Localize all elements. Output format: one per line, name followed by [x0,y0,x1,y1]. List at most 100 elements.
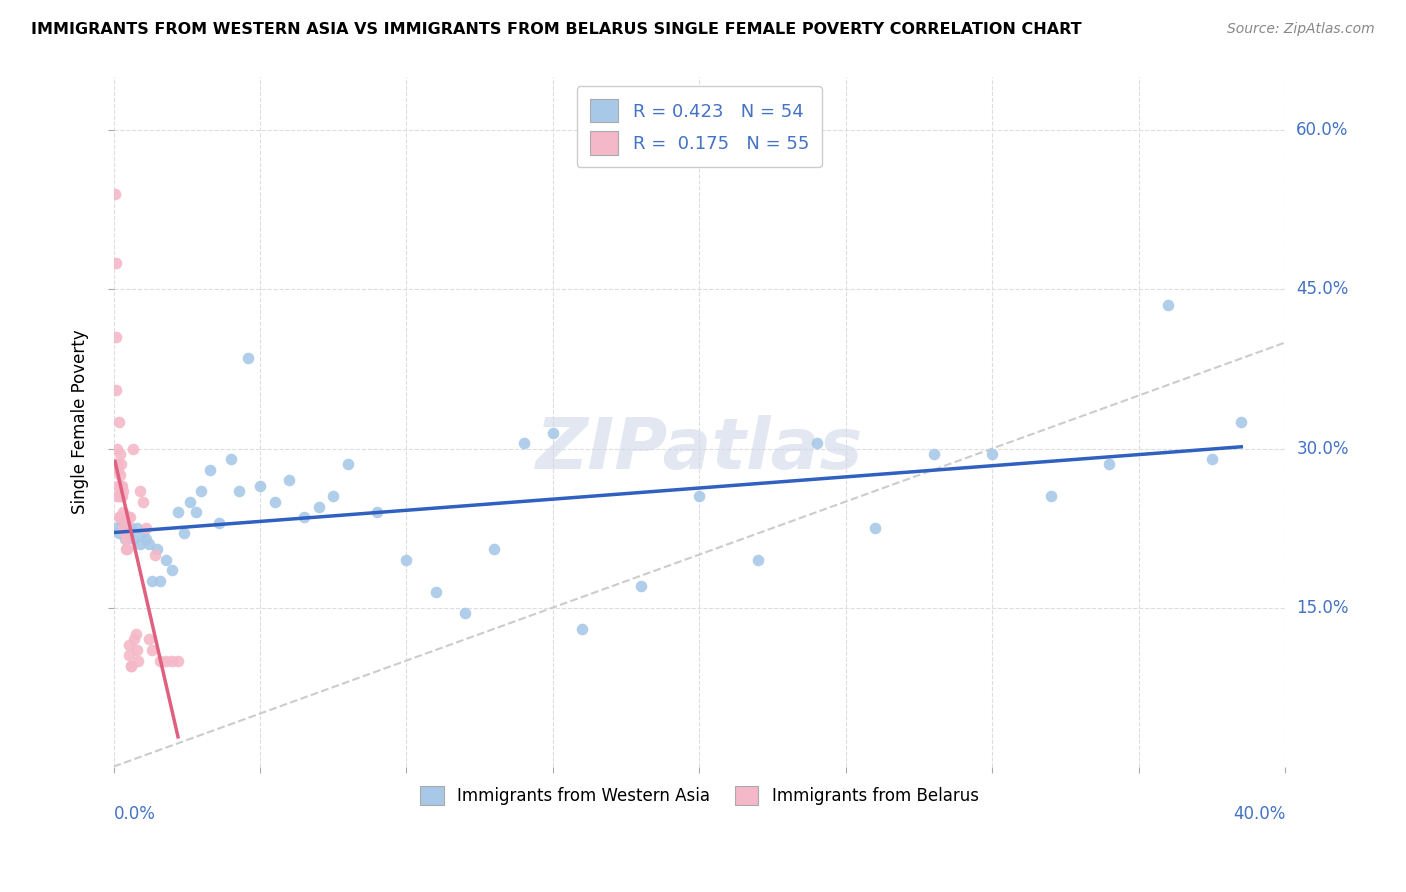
Point [308,500,330,514]
Point [107,463,129,477]
Legend: Immigrants from Western Asia, Immigrants from Belarus: Immigrants from Western Asia, Immigrants… [412,778,987,814]
Point [160,654,183,668]
Point [454,606,477,620]
Point [806,436,828,450]
Point [238,351,260,366]
Point [114,532,136,546]
Point [114,532,136,546]
Point [107,478,129,492]
Point [292,510,315,524]
Text: 0.0%: 0.0% [114,805,156,823]
Point [141,643,163,657]
Point [484,542,506,557]
Point [278,473,301,487]
Text: 15.0%: 15.0% [1296,599,1348,616]
Point [105,521,128,535]
Point [122,632,145,647]
Point [1098,458,1121,472]
Point [263,494,285,508]
Point [105,442,128,456]
Point [104,187,127,202]
Point [167,654,190,668]
Point [111,483,134,498]
Point [120,521,142,535]
Point [118,638,141,652]
Point [228,483,250,498]
Text: 30.0%: 30.0% [1296,440,1348,458]
Point [110,489,132,503]
Point [179,494,201,508]
Point [105,489,128,503]
Point [155,654,177,668]
Y-axis label: Single Female Poverty: Single Female Poverty [72,330,89,515]
Point [111,516,134,530]
Text: 40.0%: 40.0% [1233,805,1285,823]
Point [138,632,160,647]
Point [105,383,128,397]
Point [1201,452,1223,467]
Point [105,458,128,472]
Point [1157,298,1180,312]
Point [146,542,169,557]
Text: IMMIGRANTS FROM WESTERN ASIA VS IMMIGRANTS FROM BELARUS SINGLE FEMALE POVERTY CO: IMMIGRANTS FROM WESTERN ASIA VS IMMIGRAN… [31,22,1081,37]
Point [149,654,172,668]
Point [132,526,155,541]
Point [155,553,177,567]
Point [125,521,148,535]
Point [114,526,136,541]
Point [138,537,160,551]
Point [129,537,152,551]
Point [863,521,886,535]
Text: 45.0%: 45.0% [1296,280,1348,299]
Point [105,330,128,344]
Point [541,425,564,440]
Point [149,574,172,588]
Point [135,521,157,535]
Point [112,521,135,535]
Point [571,622,593,636]
Point [111,478,134,492]
Point [184,505,207,519]
Point [132,494,155,508]
Point [110,510,132,524]
Text: Source: ZipAtlas.com: Source: ZipAtlas.com [1227,22,1375,37]
Point [118,510,141,524]
Point [512,436,534,450]
Point [1039,489,1062,503]
Point [981,447,1004,461]
Point [143,548,166,562]
Point [747,553,769,567]
Point [425,584,447,599]
Point [124,627,146,641]
Point [118,648,141,663]
Point [141,574,163,588]
Point [190,483,212,498]
Point [200,463,222,477]
Point [129,483,152,498]
Point [336,458,359,472]
Point [110,458,132,472]
Point [122,532,145,546]
Point [249,478,271,492]
Point [117,510,139,524]
Point [107,489,129,503]
Point [110,478,132,492]
Point [160,564,183,578]
Text: 60.0%: 60.0% [1296,121,1348,139]
Point [110,510,132,524]
Point [120,658,142,673]
Point [112,510,135,524]
Point [115,516,138,530]
Point [395,553,418,567]
Point [922,447,945,461]
Point [135,532,157,546]
Point [115,542,138,557]
Point [688,489,710,503]
Point [114,521,136,535]
Text: ZIPatlas: ZIPatlas [536,415,863,484]
Point [115,542,138,557]
Point [104,256,127,270]
Point [208,516,231,530]
Point [366,505,388,519]
Point [108,526,131,541]
